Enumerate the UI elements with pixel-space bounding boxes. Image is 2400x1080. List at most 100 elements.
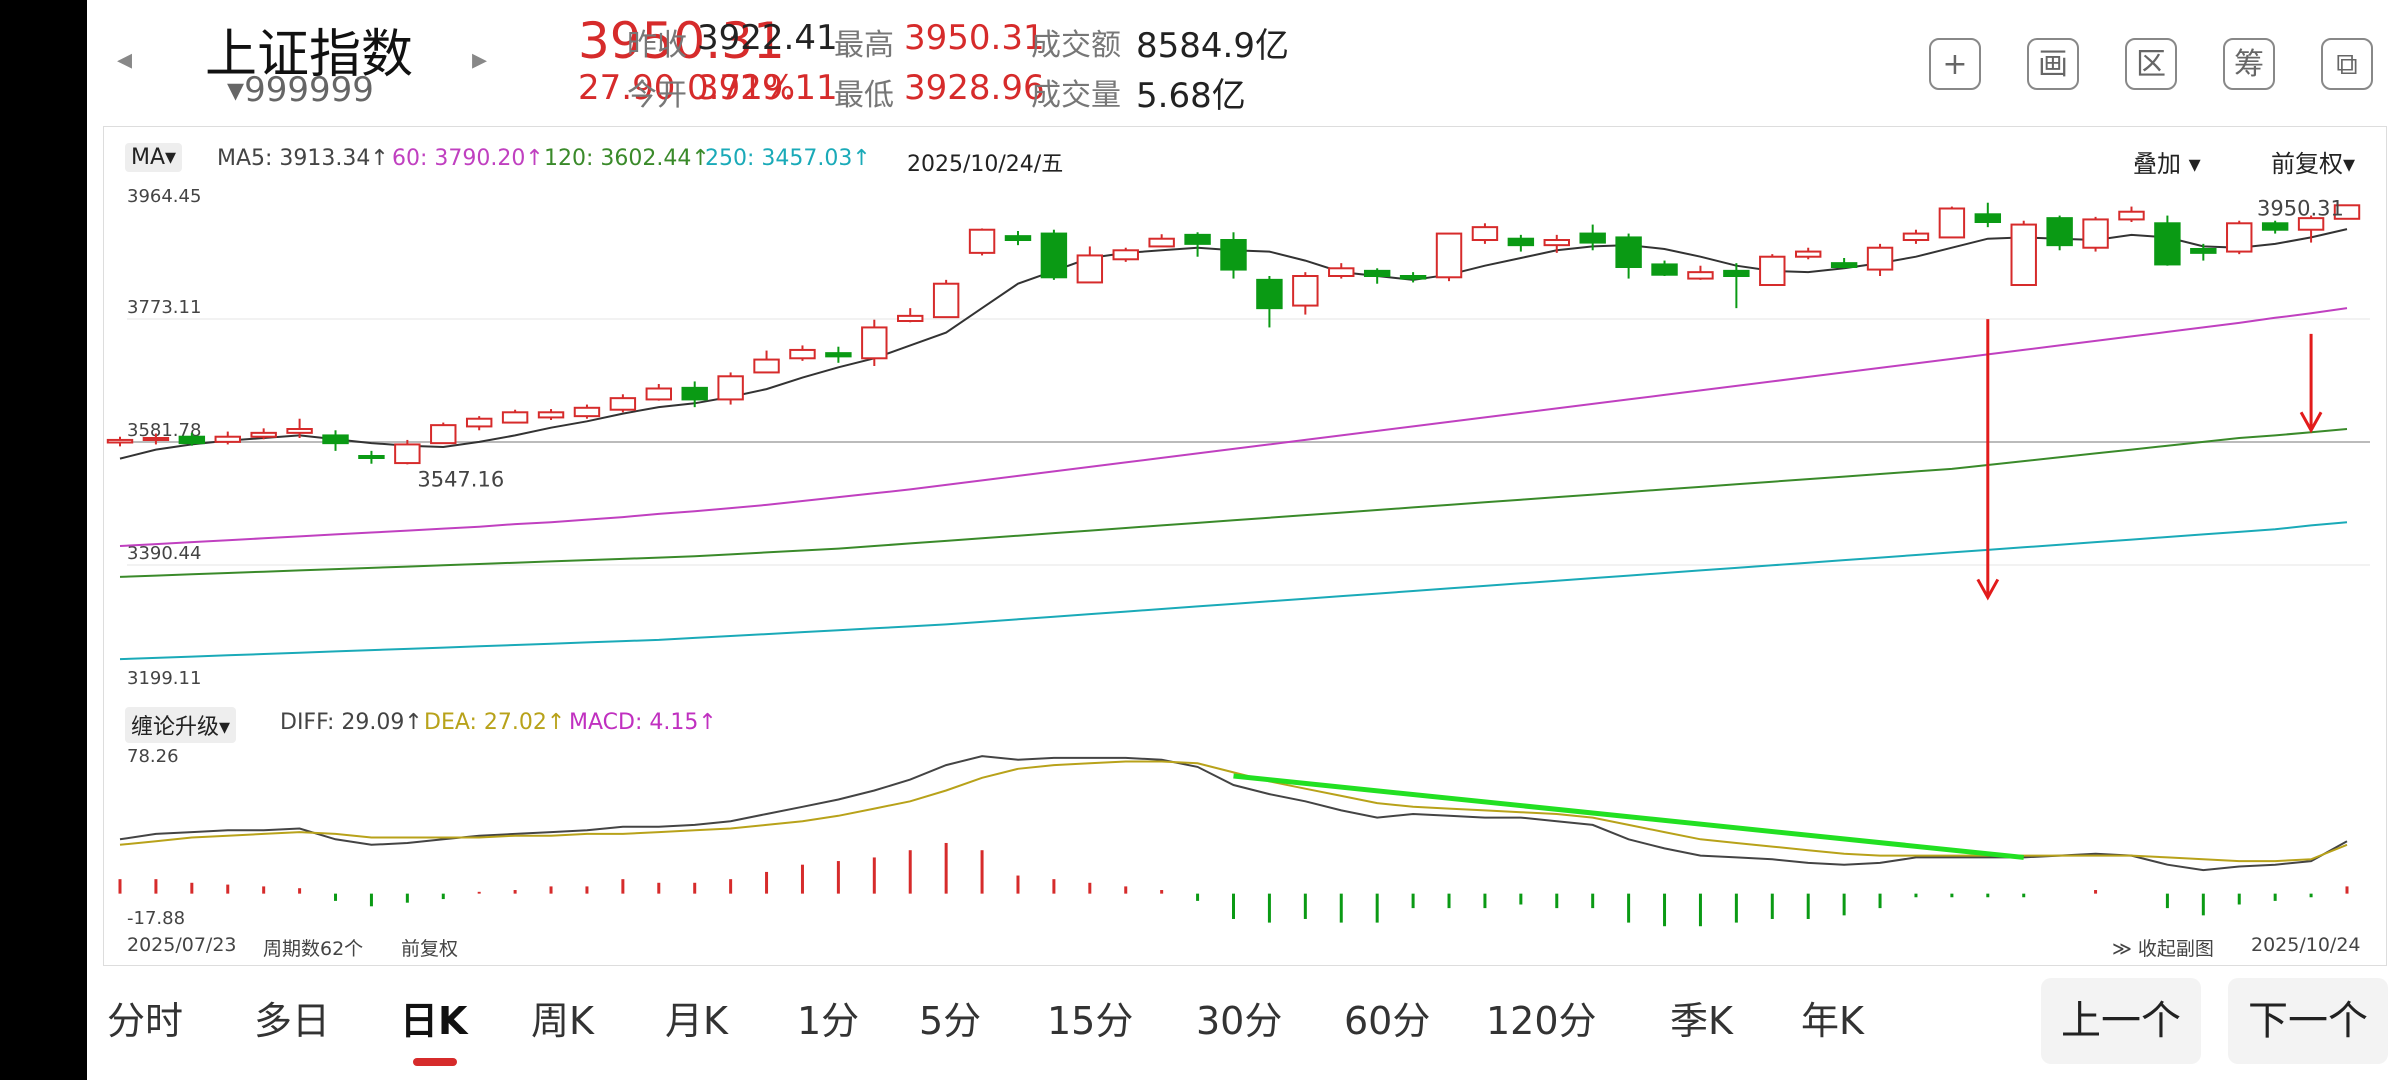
range-tool-button[interactable]: 区 bbox=[2125, 38, 2177, 90]
period-count: 周期数62个 bbox=[263, 938, 364, 960]
candle-body bbox=[717, 375, 744, 401]
period-tab[interactable]: 分时 bbox=[107, 999, 184, 1043]
candle-body bbox=[1292, 275, 1319, 307]
candle-body bbox=[968, 228, 996, 254]
candle-body bbox=[178, 435, 206, 445]
candle-body bbox=[465, 417, 493, 428]
indicator-selector[interactable]: 缠论升级▾ bbox=[125, 707, 237, 743]
macd-tick-label: 78.26 bbox=[127, 746, 179, 767]
period-tab[interactable]: 30分 bbox=[1196, 999, 1283, 1043]
candle-body bbox=[1040, 232, 1068, 279]
ma120-line bbox=[119, 428, 2348, 578]
start-date: 2025/07/23 bbox=[127, 934, 237, 956]
kline-chart-svg[interactable]: 3964.453773.113581.783390.443199.113950.… bbox=[87, 0, 2400, 1080]
candle-body bbox=[358, 455, 385, 460]
candle-body bbox=[1399, 275, 1427, 280]
candle-body bbox=[2154, 222, 2181, 266]
prev-button[interactable]: 上一个 bbox=[2041, 978, 2201, 1064]
period-tab[interactable]: 1分 bbox=[797, 999, 860, 1043]
next-button[interactable]: 下一个 bbox=[2228, 978, 2388, 1064]
adjust-dropdown[interactable]: 前复权▾ bbox=[2271, 150, 2356, 178]
candle-body bbox=[681, 386, 708, 401]
period-tab[interactable]: 日K bbox=[400, 999, 468, 1043]
current-price: 3950.31 bbox=[578, 12, 785, 70]
candle-body bbox=[1507, 237, 1535, 247]
period-tab[interactable]: 5分 bbox=[919, 999, 982, 1043]
y-tick-label: 3199.11 bbox=[127, 668, 201, 689]
annotation-arrowhead bbox=[2299, 411, 2323, 434]
period-tab[interactable]: 多日 bbox=[254, 999, 331, 1043]
ma250-legend: 250: 3457.03↑ bbox=[705, 146, 871, 171]
index-code[interactable]: ▾999999 bbox=[227, 70, 374, 110]
candle-body bbox=[825, 352, 852, 358]
candle-body bbox=[2297, 217, 2325, 231]
dea-legend: DEA: 27.02↑ bbox=[424, 710, 566, 735]
period-tab[interactable]: 年K bbox=[1801, 999, 1864, 1043]
candle-body bbox=[2190, 248, 2217, 254]
stat-label: 昨收 bbox=[627, 28, 687, 63]
index-name: 上证指数 bbox=[205, 25, 414, 85]
candle-body bbox=[1363, 269, 1391, 278]
ma-selector[interactable]: MA▾ bbox=[125, 143, 183, 172]
candle-body bbox=[861, 326, 888, 360]
candle-body bbox=[106, 438, 134, 444]
candle-body bbox=[2333, 204, 2361, 220]
candle-body bbox=[1866, 246, 1894, 271]
period-tab[interactable]: 周K bbox=[531, 999, 594, 1043]
candle-body bbox=[394, 443, 421, 465]
annotation-arrowhead bbox=[1976, 578, 2000, 601]
period-tab[interactable]: 季K bbox=[1670, 999, 1733, 1043]
period-tab[interactable]: 月K bbox=[665, 999, 728, 1043]
macd-legend: MACD: 4.15↑ bbox=[569, 710, 717, 735]
ma250-line bbox=[119, 521, 2348, 661]
stat-label: 今开 bbox=[627, 78, 687, 113]
candle-body bbox=[1723, 269, 1750, 278]
period-tab[interactable]: 15分 bbox=[1047, 999, 1134, 1043]
candle-body bbox=[2118, 210, 2145, 221]
prev-stock-arrow-icon[interactable]: ◂ bbox=[117, 42, 133, 77]
dea-line bbox=[119, 760, 2348, 863]
divergence-line bbox=[1233, 773, 2024, 860]
candle-body bbox=[214, 435, 241, 443]
stat-value: 3950.31 bbox=[904, 18, 1045, 58]
kline-app: ◂ 上证指数 ▾999999 ▸ 3950.31 27.90 0.71% 昨收 3… bbox=[87, 0, 2400, 1080]
active-period-underline bbox=[413, 1058, 457, 1066]
candle-body bbox=[1579, 232, 1606, 244]
stat-value: 8584.9亿 bbox=[1136, 26, 1289, 66]
candle-body bbox=[501, 411, 529, 424]
candle-body bbox=[1256, 278, 1283, 310]
overlay-dropdown[interactable]: 叠加 ▾ bbox=[2133, 150, 2201, 178]
stat-label: 成交额 bbox=[1031, 28, 1121, 63]
candle-body bbox=[1902, 232, 1930, 242]
stat-value: 5.68亿 bbox=[1136, 76, 1246, 116]
next-stock-arrow-icon[interactable]: ▸ bbox=[472, 42, 488, 77]
collapse-subchart-button[interactable]: ≫ 收起副图 bbox=[2112, 938, 2214, 960]
draw-tool-button[interactable]: 画 bbox=[2027, 38, 2079, 90]
price-change-pct: 0.71% bbox=[687, 68, 796, 108]
ma120-legend: 120: 3602.44↑ bbox=[544, 146, 710, 171]
candle-body bbox=[1543, 239, 1570, 247]
candle-body bbox=[1471, 226, 1499, 242]
stat-label: 最低 bbox=[834, 78, 894, 113]
candle-body bbox=[1328, 267, 1355, 278]
candle-body bbox=[1184, 233, 1211, 245]
ma5-legend: MA5: 3913.34↑ bbox=[217, 146, 389, 171]
stat-value: 3928.96 bbox=[904, 68, 1045, 108]
y-tick-label: 3773.11 bbox=[127, 297, 201, 318]
period-tab[interactable]: 60分 bbox=[1344, 999, 1431, 1043]
diff-legend: DIFF: 29.09↑ bbox=[280, 710, 423, 735]
candle-body bbox=[789, 348, 816, 360]
add-tool-button[interactable]: + bbox=[1929, 38, 1981, 90]
candle-body bbox=[250, 431, 277, 438]
candle-body bbox=[1759, 255, 1786, 287]
candle-body bbox=[932, 282, 960, 319]
candle-body bbox=[2226, 222, 2253, 253]
candle-body bbox=[897, 314, 924, 323]
candle-body bbox=[1435, 232, 1463, 279]
price-change: 27.90 bbox=[578, 68, 676, 108]
screen-tool-button[interactable]: ⧉ bbox=[2321, 38, 2373, 90]
candle-body bbox=[1938, 207, 1966, 239]
candle-body bbox=[1794, 250, 1822, 258]
chip-tool-button[interactable]: 筹 bbox=[2223, 38, 2275, 90]
period-tab[interactable]: 120分 bbox=[1486, 999, 1597, 1043]
